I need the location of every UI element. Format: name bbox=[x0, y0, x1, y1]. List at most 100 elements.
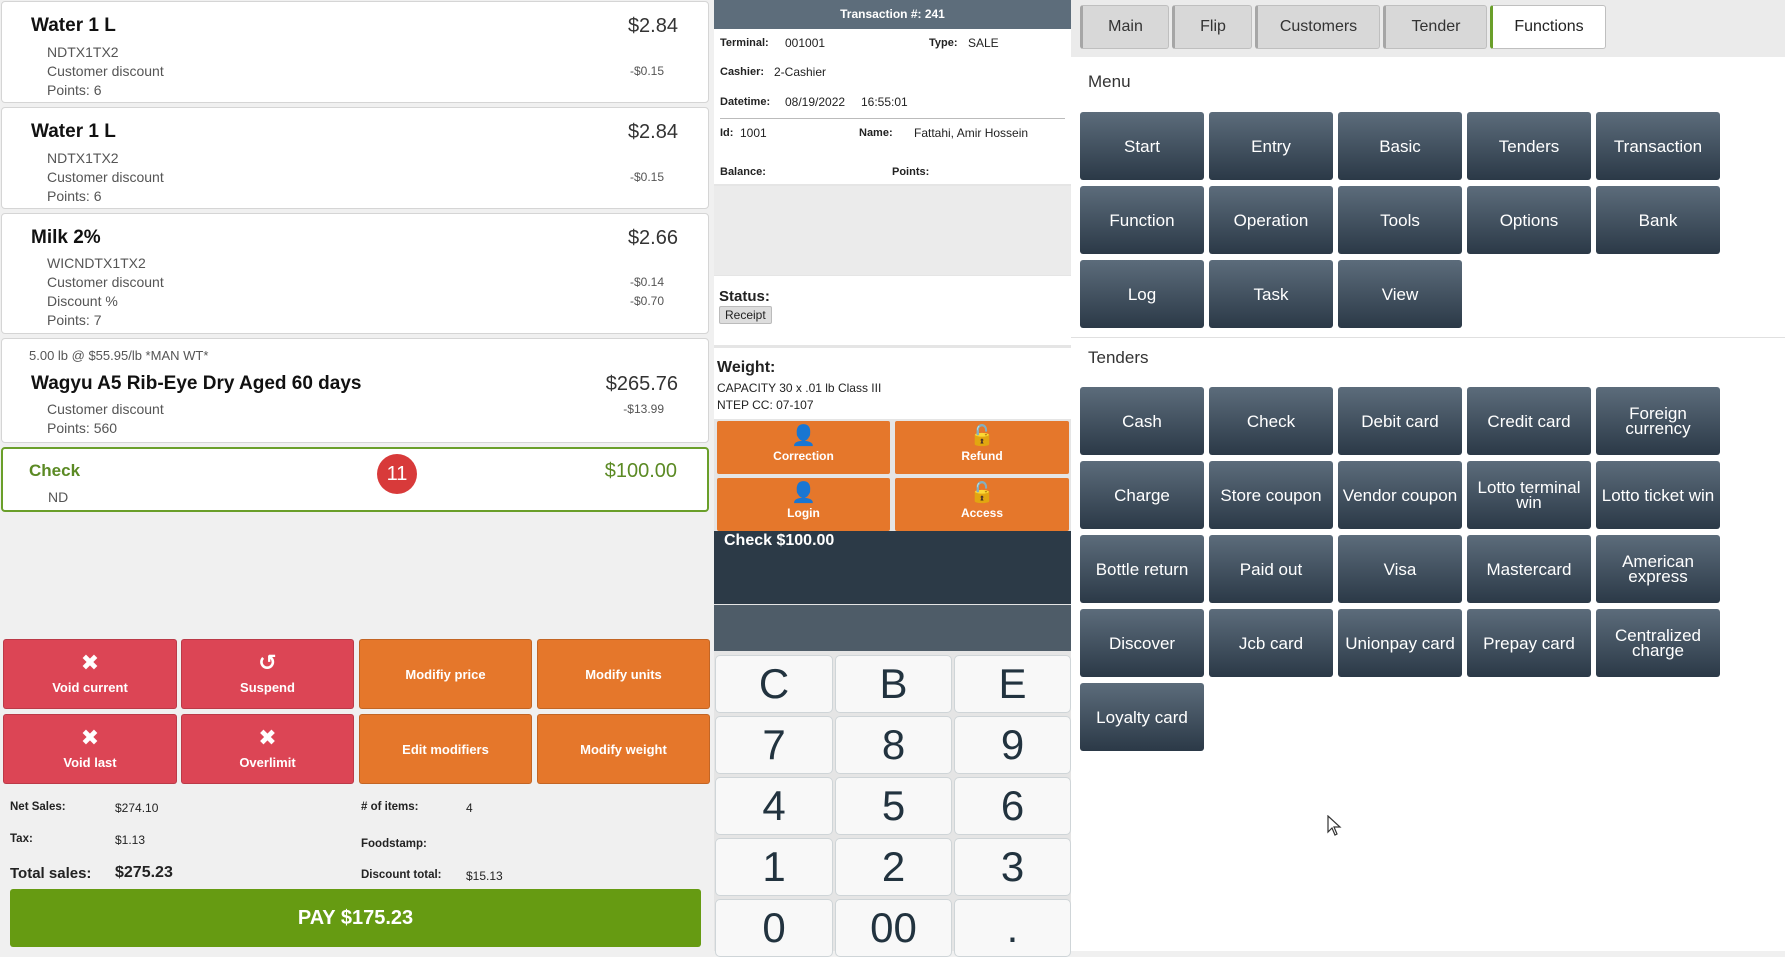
tab-flip[interactable]: Flip bbox=[1172, 5, 1252, 49]
refund-label: Refund bbox=[961, 449, 1003, 463]
tender-lotto-terminal-win-button[interactable]: Lotto terminal win bbox=[1467, 461, 1591, 529]
keypad-3-key[interactable]: 3 bbox=[954, 838, 1071, 896]
id-value: 1001 bbox=[740, 126, 767, 140]
tender-prepay-card-button[interactable]: Prepay card bbox=[1467, 609, 1591, 677]
tab-customers[interactable]: Customers bbox=[1255, 5, 1380, 49]
menu-view-button[interactable]: View bbox=[1338, 260, 1462, 328]
tab-tender[interactable]: Tender bbox=[1383, 5, 1487, 49]
menu-start-button[interactable]: Start bbox=[1080, 112, 1204, 180]
tender-visa-button[interactable]: Visa bbox=[1338, 535, 1462, 603]
edit-modifiers-label: Edit modifiers bbox=[402, 742, 489, 757]
keypad-0-key[interactable]: 0 bbox=[715, 899, 833, 957]
keypad-00-key[interactable]: 00 bbox=[835, 899, 952, 957]
keypad-enter-key[interactable]: E bbox=[954, 655, 1071, 713]
menu-options-button[interactable]: Options bbox=[1467, 186, 1591, 254]
unlock-icon: 🔓 bbox=[969, 482, 995, 504]
sale-item[interactable]: Water 1 L $2.84 NDTX1TX2 Customer discou… bbox=[1, 107, 709, 209]
void-current-button[interactable]: ✖ Void current bbox=[3, 639, 177, 709]
menu-basic-button[interactable]: Basic bbox=[1338, 112, 1462, 180]
entry-display[interactable] bbox=[714, 605, 1071, 651]
menu-bank-button[interactable]: Bank bbox=[1596, 186, 1720, 254]
access-button[interactable]: 🔓 Access bbox=[895, 478, 1069, 531]
login-button[interactable]: 👤 Login bbox=[717, 478, 890, 531]
modify-price-label: Modifiy price bbox=[405, 667, 486, 682]
void-last-button[interactable]: ✖ Void last bbox=[3, 714, 177, 784]
name-label: Name: bbox=[859, 127, 893, 139]
date-value: 08/19/2022 bbox=[785, 95, 846, 109]
modify-price-button[interactable]: Modifiy price bbox=[359, 639, 532, 709]
suspend-label: Suspend bbox=[240, 680, 295, 695]
tender-loyalty-card-button[interactable]: Loyalty card bbox=[1080, 683, 1204, 751]
tender-charge-button[interactable]: Charge bbox=[1080, 461, 1204, 529]
tender-lotto-ticket-win-button[interactable]: Lotto ticket win bbox=[1596, 461, 1720, 529]
item-price: $2.84 bbox=[627, 15, 678, 37]
sale-item[interactable]: 5.00 lb @ $55.95/lb *MAN WT* Wagyu A5 Ri… bbox=[1, 338, 709, 443]
tab-main[interactable]: Main bbox=[1080, 5, 1169, 49]
sale-items-panel: Water 1 L $2.84 NDTX1TX2 Customer discou… bbox=[0, 0, 712, 951]
item-points: Points: 6 bbox=[47, 188, 102, 204]
pay-button[interactable]: PAY $175.23 bbox=[10, 889, 701, 947]
suspend-button[interactable]: ↺ Suspend bbox=[181, 639, 354, 709]
scale-ntep: NTEP CC: 07-107 bbox=[717, 398, 814, 412]
tender-bottle-return-button[interactable]: Bottle return bbox=[1080, 535, 1204, 603]
tender-mastercard-button[interactable]: Mastercard bbox=[1467, 535, 1591, 603]
weight-box: Weight: CAPACITY 30 x .01 lb Class III N… bbox=[714, 348, 1071, 419]
menu-tools-button[interactable]: Tools bbox=[1338, 186, 1462, 254]
menu-transaction-button[interactable]: Transaction bbox=[1596, 112, 1720, 180]
keypad-back-key[interactable]: B bbox=[835, 655, 952, 713]
menu-log-button[interactable]: Log bbox=[1080, 260, 1204, 328]
cashier-value: 2-Cashier bbox=[774, 65, 827, 79]
keypad-6-key[interactable]: 6 bbox=[954, 777, 1071, 835]
keypad-8-key[interactable]: 8 bbox=[835, 716, 952, 774]
tender-centralized-charge-button[interactable]: Centralized charge bbox=[1596, 609, 1720, 677]
overlimit-button[interactable]: ✖ Overlimit bbox=[181, 714, 354, 784]
keypad-decimal-key[interactable]: . bbox=[954, 899, 1071, 957]
tender-unionpay-card-button[interactable]: Unionpay card bbox=[1338, 609, 1462, 677]
modify-weight-button[interactable]: Modify weight bbox=[537, 714, 710, 784]
menu-task-button[interactable]: Task bbox=[1209, 260, 1333, 328]
menu-entry-button[interactable]: Entry bbox=[1209, 112, 1333, 180]
keypad-4-key[interactable]: 4 bbox=[715, 777, 833, 835]
status-label: Status: bbox=[719, 288, 770, 305]
type-label: Type: bbox=[929, 37, 958, 49]
section-divider bbox=[1071, 337, 1785, 338]
tender-line-check[interactable]: Check $100.00 ND 11 bbox=[1, 447, 709, 512]
menu-operation-button[interactable]: Operation bbox=[1209, 186, 1333, 254]
net-sales-value: $274.10 bbox=[115, 801, 159, 815]
keypad-7-key[interactable]: 7 bbox=[715, 716, 833, 774]
keypad-9-key[interactable]: 9 bbox=[954, 716, 1071, 774]
time-value: 16:55:01 bbox=[861, 95, 908, 109]
tender-cash-button[interactable]: Cash bbox=[1080, 387, 1204, 455]
item-code: WICNDTX1TX2 bbox=[47, 255, 146, 271]
keypad-1-key[interactable]: 1 bbox=[715, 838, 833, 896]
edit-modifiers-button[interactable]: Edit modifiers bbox=[359, 714, 532, 784]
status-badge: Receipt bbox=[719, 306, 772, 324]
item-discount-label: Customer discount bbox=[47, 169, 164, 185]
tender-discover-button[interactable]: Discover bbox=[1080, 609, 1204, 677]
menu-function-button[interactable]: Function bbox=[1080, 186, 1204, 254]
tender-american-express-button[interactable]: American express bbox=[1596, 535, 1720, 603]
tender-check-button[interactable]: Check bbox=[1209, 387, 1333, 455]
tender-store-coupon-button[interactable]: Store coupon bbox=[1209, 461, 1333, 529]
status-box: Status: Receipt bbox=[714, 276, 1071, 345]
tender-foreign-currency-button[interactable]: Foreign currency bbox=[1596, 387, 1720, 455]
keypad-5-key[interactable]: 5 bbox=[835, 777, 952, 835]
tender-credit-card-button[interactable]: Credit card bbox=[1467, 387, 1591, 455]
refund-button[interactable]: 🔓 Refund bbox=[895, 421, 1069, 474]
tender-paid-out-button[interactable]: Paid out bbox=[1209, 535, 1333, 603]
menu-tenders-button[interactable]: Tenders bbox=[1467, 112, 1591, 180]
modify-units-button[interactable]: Modify units bbox=[537, 639, 710, 709]
tender-debit-card-button[interactable]: Debit card bbox=[1338, 387, 1462, 455]
tender-vendor-coupon-button[interactable]: Vendor coupon bbox=[1338, 461, 1462, 529]
item-count-badge: 11 bbox=[377, 454, 417, 494]
sale-item[interactable]: Milk 2% $2.66 WICNDTX1TX2 Customer disco… bbox=[1, 213, 709, 334]
tab-functions[interactable]: Functions bbox=[1490, 5, 1606, 49]
item-points: Points: 6 bbox=[47, 82, 102, 98]
sale-item[interactable]: Water 1 L $2.84 NDTX1TX2 Customer discou… bbox=[1, 1, 709, 103]
tender-jcb-card-button[interactable]: Jcb card bbox=[1209, 609, 1333, 677]
correction-label: Correction bbox=[773, 449, 834, 463]
keypad-clear-key[interactable]: C bbox=[715, 655, 833, 713]
keypad-2-key[interactable]: 2 bbox=[835, 838, 952, 896]
correction-button[interactable]: 👤 Correction bbox=[717, 421, 890, 474]
access-label: Access bbox=[960, 506, 1004, 520]
